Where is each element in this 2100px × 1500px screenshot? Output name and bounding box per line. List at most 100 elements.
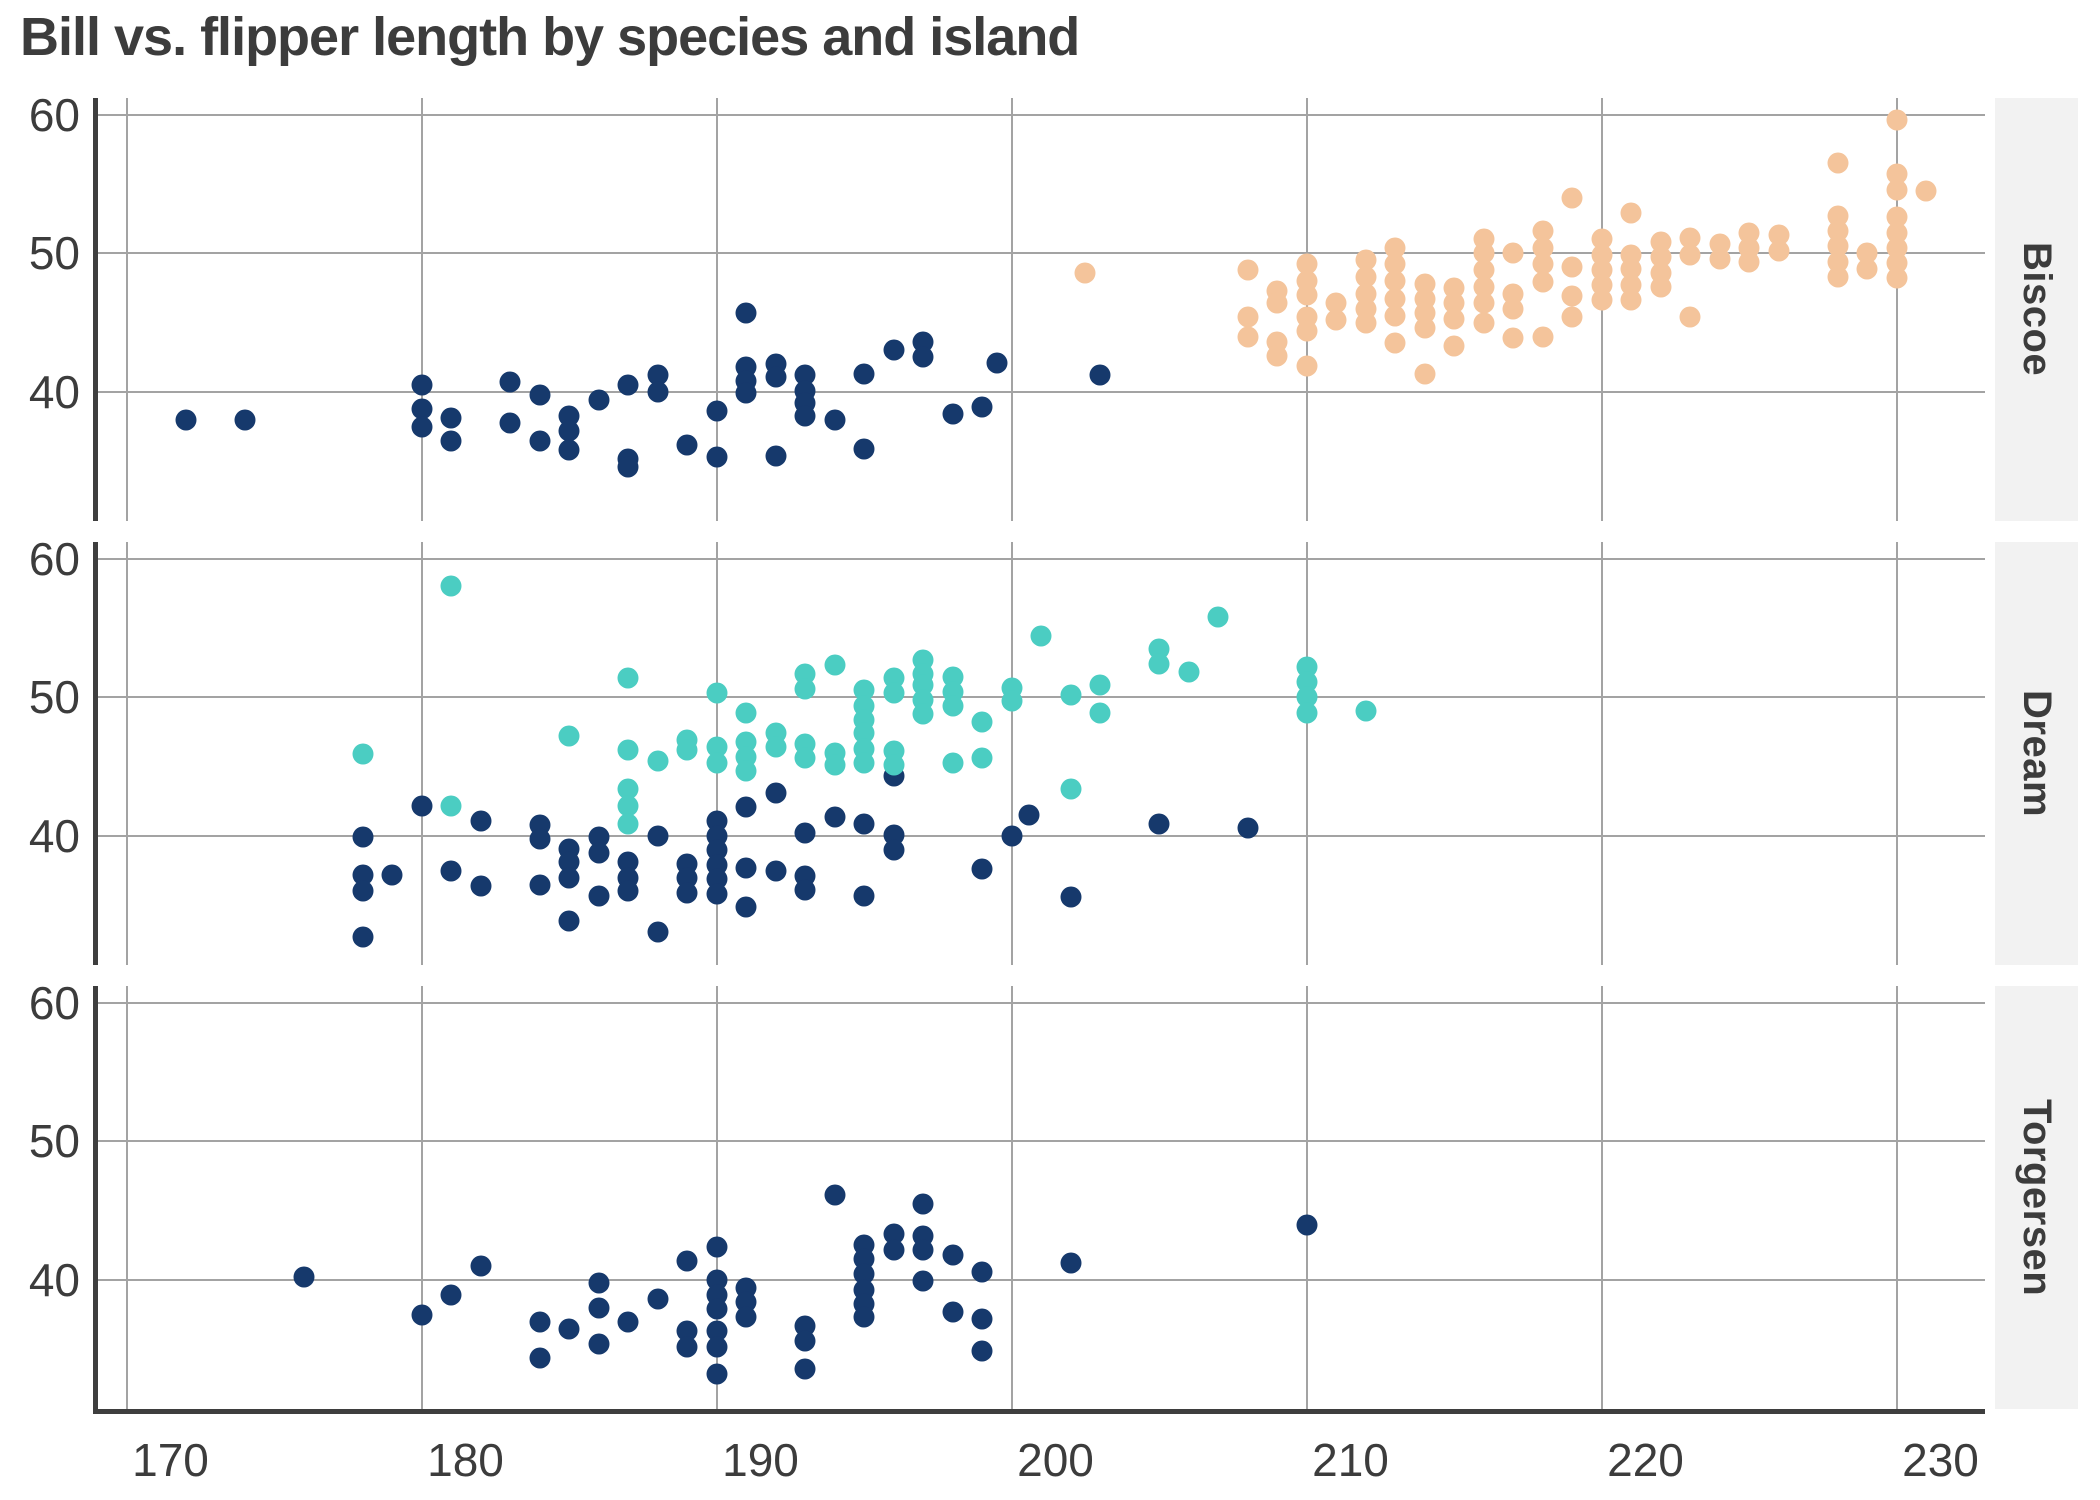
- data-point: [942, 1244, 963, 1266]
- gridline-x: [1600, 986, 1603, 1409]
- data-point: [971, 1340, 993, 1362]
- data-point: [617, 1311, 639, 1333]
- facet-strip: Torgersen: [1995, 986, 2078, 1409]
- data-point: [617, 795, 639, 816]
- data-point: [1060, 886, 1081, 908]
- data-point: [706, 1298, 727, 1320]
- data-point: [735, 796, 757, 818]
- data-point: [1679, 227, 1701, 249]
- data-point: [735, 382, 757, 404]
- data-point: [617, 667, 639, 689]
- data-point: [676, 882, 698, 904]
- data-point: [1237, 306, 1258, 328]
- data-point: [1148, 653, 1170, 675]
- data-point: [352, 926, 373, 948]
- data-point: [647, 921, 668, 943]
- data-point: [1325, 309, 1347, 331]
- data-point: [1679, 244, 1701, 266]
- data-point: [1473, 292, 1494, 314]
- y-axis-line: [93, 98, 98, 521]
- data-point: [1561, 187, 1583, 209]
- gridline-x: [1010, 986, 1013, 1409]
- data-point: [558, 420, 580, 442]
- y-tick-label: 40: [28, 810, 80, 863]
- gridline-y: [97, 1279, 1985, 1282]
- data-point: [971, 1308, 993, 1330]
- data-point: [1148, 813, 1170, 835]
- data-point: [971, 1261, 993, 1283]
- data-point: [1827, 266, 1848, 288]
- data-point: [1089, 702, 1111, 724]
- data-point: [1030, 625, 1052, 647]
- data-point: [1266, 292, 1288, 314]
- data-point: [352, 743, 373, 765]
- data-point: [470, 1255, 491, 1277]
- data-point: [1620, 289, 1642, 311]
- data-point: [1355, 249, 1376, 271]
- y-axis-line: [93, 542, 98, 965]
- x-tick-label: 180: [427, 1434, 504, 1486]
- gridline-y: [97, 252, 1985, 255]
- data-point: [912, 1270, 934, 1292]
- data-point: [440, 1284, 462, 1306]
- data-point: [706, 1336, 727, 1358]
- data-point: [1296, 702, 1317, 724]
- data-point: [1384, 270, 1406, 292]
- data-point: [352, 826, 373, 848]
- data-point: [1502, 327, 1524, 349]
- data-point: [735, 760, 757, 782]
- data-point: [1738, 251, 1760, 273]
- data-point: [352, 864, 373, 886]
- data-point: [647, 1288, 668, 1310]
- data-point: [912, 1239, 934, 1260]
- x-tick-label: 170: [132, 1434, 209, 1486]
- data-point: [706, 400, 727, 422]
- data-point: [794, 405, 816, 427]
- data-point: [883, 754, 904, 776]
- data-point: [971, 747, 993, 769]
- data-point: [1060, 684, 1081, 706]
- gridline-x: [420, 98, 423, 521]
- chart-title: Bill vs. flipper length by species and i…: [20, 7, 1080, 67]
- data-point: [942, 403, 963, 425]
- data-point: [1591, 289, 1612, 311]
- data-point: [1620, 258, 1642, 280]
- data-point: [1620, 202, 1642, 224]
- gridline-x: [1600, 542, 1603, 965]
- data-point: [706, 1236, 727, 1258]
- data-point: [529, 874, 550, 896]
- x-axis-line: [93, 1409, 1985, 1414]
- data-point: [588, 389, 609, 411]
- facet-strip-label: Torgersen: [2015, 1098, 2059, 1297]
- data-point: [824, 806, 845, 828]
- data-point: [529, 828, 550, 850]
- data-point: [942, 1301, 963, 1323]
- data-point: [1561, 256, 1583, 278]
- gridline-y: [97, 113, 1985, 116]
- data-point: [1355, 312, 1376, 334]
- data-point: [1532, 220, 1553, 242]
- data-point: [824, 654, 845, 676]
- data-point: [411, 398, 432, 420]
- data-point: [824, 754, 845, 776]
- data-point: [794, 822, 816, 844]
- x-tick-label: 230: [1902, 1434, 1979, 1486]
- data-point: [617, 374, 639, 396]
- data-point: [558, 910, 580, 932]
- y-axis-line: [93, 986, 98, 1409]
- gridline-y: [97, 391, 1985, 394]
- data-point: [588, 885, 609, 907]
- data-point: [765, 782, 786, 804]
- data-point: [942, 695, 963, 717]
- data-point: [440, 407, 462, 429]
- data-point: [794, 879, 816, 901]
- data-point: [794, 1358, 816, 1380]
- data-point: [1237, 326, 1258, 348]
- data-point: [1296, 284, 1317, 306]
- data-point: [529, 430, 550, 452]
- data-point: [765, 860, 786, 882]
- data-point: [175, 409, 196, 431]
- data-point: [1502, 242, 1524, 264]
- data-point: [1018, 804, 1040, 826]
- data-point: [971, 396, 993, 418]
